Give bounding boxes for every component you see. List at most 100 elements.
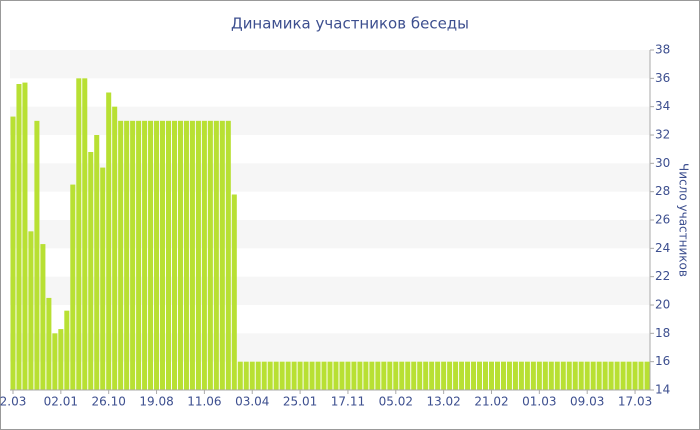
bar <box>112 106 118 391</box>
bar <box>183 120 189 390</box>
bar <box>315 361 321 390</box>
bar <box>542 361 548 390</box>
bar <box>417 361 423 390</box>
bar <box>297 361 303 390</box>
bar <box>142 120 148 390</box>
x-tick-label: 26.10 <box>92 395 126 409</box>
bar <box>243 361 249 390</box>
bar <box>333 361 339 390</box>
bar <box>309 361 315 390</box>
bar <box>626 361 632 390</box>
bar <box>375 361 381 390</box>
bar <box>393 361 399 390</box>
y-tick-label: 38 <box>655 43 670 57</box>
bar <box>76 78 82 390</box>
x-tick-label: 03.04 <box>235 395 269 409</box>
bar <box>369 361 375 390</box>
y-tick-label: 28 <box>655 184 670 198</box>
bar <box>632 361 638 390</box>
bar <box>10 116 16 390</box>
bar <box>165 120 172 390</box>
bar <box>477 361 483 390</box>
bar <box>213 120 219 390</box>
x-tick-label: 17.11 <box>331 395 365 409</box>
bar <box>201 120 207 390</box>
bar <box>207 120 213 390</box>
y-tick-label: 20 <box>655 298 670 312</box>
bar <box>411 361 417 390</box>
bar <box>638 361 644 390</box>
bar <box>614 361 620 390</box>
bar <box>237 361 243 390</box>
y-tick-label: 32 <box>655 128 670 142</box>
bar <box>34 120 40 390</box>
bar <box>590 361 596 390</box>
bar <box>88 152 94 390</box>
grid-band <box>10 276 650 305</box>
bar <box>399 361 405 390</box>
bar <box>171 120 177 390</box>
y-tick-label: 22 <box>655 269 670 283</box>
bar <box>82 78 88 390</box>
x-tick-label: 25.01 <box>283 395 317 409</box>
bar <box>506 361 512 390</box>
bar <box>512 361 518 390</box>
bar <box>52 333 58 390</box>
bar <box>483 361 489 390</box>
bar <box>441 361 447 390</box>
bar <box>363 361 369 390</box>
bar <box>22 82 28 390</box>
grid-band <box>10 106 650 135</box>
x-tick-label: 19.08 <box>139 395 173 409</box>
bar <box>261 361 267 390</box>
bar <box>249 361 255 390</box>
bar <box>94 135 100 390</box>
bar <box>566 361 572 390</box>
bar <box>64 310 70 390</box>
y-tick-label: 36 <box>655 71 670 85</box>
bar <box>154 120 160 390</box>
bar <box>459 361 465 390</box>
bar <box>584 361 590 390</box>
bar <box>219 120 225 390</box>
bar <box>602 361 608 390</box>
x-tick-label: 17.03 <box>618 395 652 409</box>
bar <box>548 361 554 390</box>
bar <box>285 361 291 390</box>
bar <box>40 244 46 390</box>
bar <box>339 361 345 390</box>
bar <box>423 361 429 390</box>
bar <box>273 361 279 390</box>
bar <box>106 92 112 390</box>
grid-band <box>10 50 650 79</box>
bar <box>387 361 393 390</box>
bar <box>28 231 34 390</box>
chart-title: Динамика участников беседы <box>231 15 469 33</box>
bar <box>494 361 500 390</box>
x-tick-label: 02.01 <box>44 395 78 409</box>
bar <box>160 120 166 390</box>
x-tick-label: 09.03 <box>570 395 604 409</box>
bar <box>435 361 441 390</box>
grid-band <box>10 220 650 249</box>
x-tick-label: 21.02 <box>474 395 508 409</box>
bar <box>195 120 201 390</box>
bar <box>554 361 560 390</box>
bar <box>46 297 52 390</box>
y-tick-label: 14 <box>655 383 670 397</box>
bar <box>644 361 650 390</box>
bar <box>100 167 106 390</box>
bar <box>465 361 471 390</box>
bar <box>16 84 22 390</box>
bar <box>58 329 64 390</box>
grid-band <box>10 333 650 362</box>
bar <box>447 361 453 390</box>
bar <box>620 361 626 390</box>
x-tick-label: 05.02 <box>379 395 413 409</box>
y-tick-label: 26 <box>655 213 670 227</box>
bar <box>327 361 333 390</box>
y-tick-label: 18 <box>655 326 670 340</box>
bar <box>471 361 477 390</box>
y-tick-label: 16 <box>655 354 670 368</box>
bar <box>279 361 285 390</box>
